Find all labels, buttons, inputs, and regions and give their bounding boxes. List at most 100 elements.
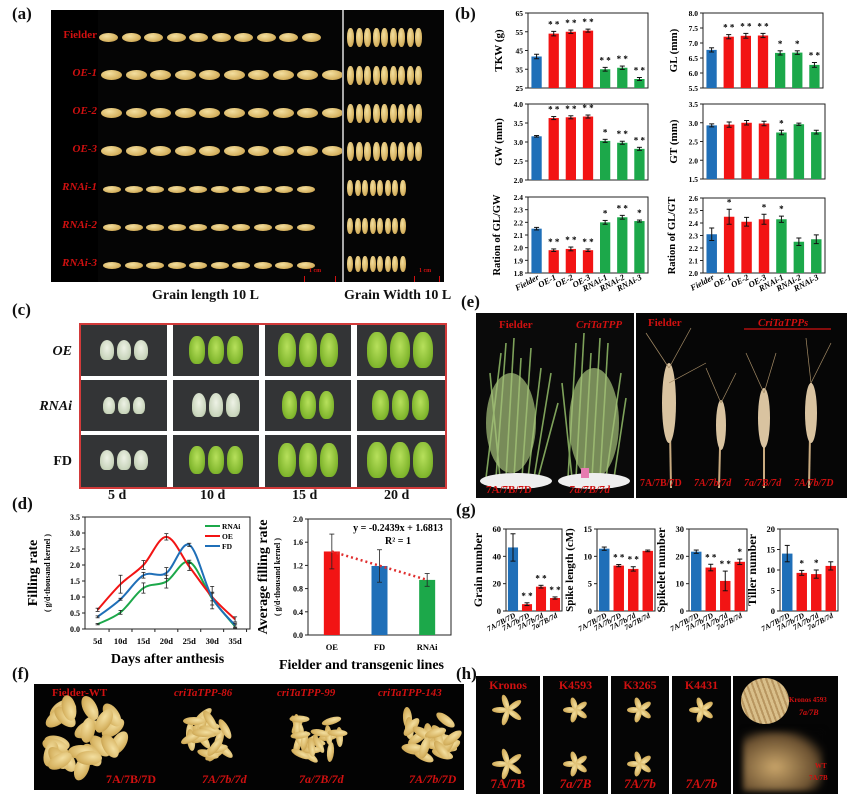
grain [101,146,122,156]
svg-text:15: 15 [584,524,593,534]
bar [758,219,770,273]
svg-text:*: * [727,197,732,207]
seed [300,390,316,420]
grain [377,180,383,196]
divider [342,10,344,282]
grain [355,28,363,47]
spike-genotype-2: 7A/7b/7d [694,478,732,489]
grain [354,256,361,272]
svg-text:*: * [603,127,608,137]
grain-pile [741,678,789,724]
inset-label: Kronos 4593 [789,696,827,704]
grain [381,104,388,123]
grain [372,104,380,123]
bar [825,565,836,611]
svg-text:2.5: 2.5 [689,207,699,216]
svg-text:5.5: 5.5 [689,84,699,93]
scale-bar [414,276,440,282]
spike-photo: Fielder CriTaTPPs 7A/7B/7D 7A/7b/7d 7a/7… [636,313,847,498]
genotype-row-label: OE-2 [72,105,97,117]
svg-text:Spikelet number: Spikelet number [654,527,668,613]
seed [320,443,338,477]
grain [369,218,376,234]
svg-text:*: * [637,208,642,218]
svg-text:25d: 25d [183,636,197,646]
svg-text:*: * [814,558,819,568]
svg-text:5: 5 [771,586,775,596]
bar [793,124,805,179]
bar [582,250,594,273]
svg-text:* *: * * [582,237,594,247]
grain [369,256,376,272]
svg-text:* *: * * [600,55,612,65]
bar-chart-average-filling: 0.0 0.4 0.8 1.2 1.6 2.0 OE FD RNAi y = -0.2439x +… [256,515,452,670]
bar-chart-b-GL/GT: 2.02.12.22.32.42.52.6 * * *Ration of GL/GTF… [667,194,826,294]
svg-text:2.4: 2.4 [689,219,699,228]
svg-text:Fielder and transgenic lines: Fielder and transgenic lines [279,658,445,670]
grain [223,70,245,80]
grain [364,104,371,123]
kronos-line-photo: K4593 7a/7B [543,676,608,794]
scale-bar-label: 1 cm [419,268,432,274]
seed [299,333,317,367]
grain [381,66,388,85]
grain [275,185,293,193]
grain [248,108,269,118]
grain [377,218,383,234]
grain [256,32,276,42]
seed-col-label: 20 d [384,488,410,503]
svg-text:7.0: 7.0 [689,39,699,48]
bar [600,222,611,273]
svg-text:2.2: 2.2 [689,244,699,253]
svg-text:3.5: 3.5 [70,513,80,522]
grain [232,223,250,231]
grain [398,104,405,123]
grain [272,146,294,156]
svg-text:* *: * * [565,235,577,245]
grain [223,146,245,156]
seed [226,393,240,417]
grain [189,223,207,231]
grain [406,142,414,161]
svg-text:0.0: 0.0 [293,631,303,640]
grain [381,142,388,161]
grain [248,70,269,80]
inset-photo: Kronos 4593 7a/7B WT 7A/7B [733,676,838,794]
bar [792,52,803,88]
grain [362,256,368,272]
grain [167,261,186,269]
bar [548,250,559,273]
svg-text:30: 30 [676,524,685,534]
bar-chart-b-TKW: 25 35 45 55 65 * * * * * * * * * * * * TKW (g) [493,9,649,93]
svg-text:0.5: 0.5 [70,609,80,618]
grain [146,185,164,193]
bar [531,228,542,273]
svg-text:2.6: 2.6 [689,194,699,203]
bar [809,64,820,88]
grain [406,104,414,123]
grain [150,146,171,156]
grain [189,32,208,42]
bar [811,239,822,273]
seed [209,393,223,417]
seed [189,336,205,364]
grain [167,185,186,193]
bar [371,565,388,635]
svg-text:10: 10 [767,565,776,575]
bar [599,548,610,611]
grain [210,185,229,193]
svg-text:3.0: 3.0 [514,138,524,147]
seed [100,450,114,470]
grain [392,256,398,272]
grain [347,256,353,272]
bar [705,567,716,611]
svg-text:Spike length (cM): Spike length (cM) [564,528,576,612]
plant-genotype-1: 7A/7B/7D [486,484,532,496]
line-label: criTaTPP-86 [174,687,233,699]
grain [372,66,380,85]
svg-text:2.0: 2.0 [293,515,303,524]
grain [355,142,363,161]
grain [355,66,363,85]
bar [706,234,717,273]
